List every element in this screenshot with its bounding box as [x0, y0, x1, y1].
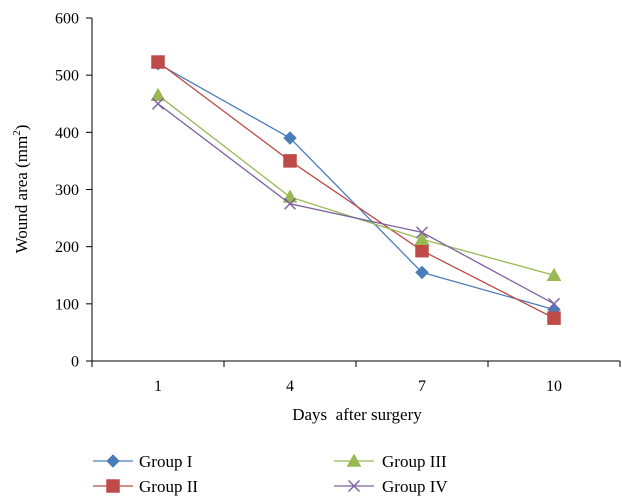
- legend-item: Group II: [93, 477, 198, 496]
- x-tick-label: 7: [418, 378, 426, 395]
- y-axis-ticks: 0 100 200 300 400 500 600: [55, 11, 92, 371]
- legend-item: Group IV: [334, 477, 448, 496]
- data-point: [283, 131, 297, 145]
- y-tick-label: 500: [55, 68, 79, 85]
- data-point: [546, 267, 562, 281]
- data-point: [548, 297, 560, 310]
- legend-label: Group II: [139, 477, 198, 496]
- y-tick-label: 200: [55, 239, 79, 256]
- data-point: [150, 87, 166, 101]
- x-axis-ticks: 1 4 7 10: [91, 361, 621, 395]
- legend-marker: [346, 453, 362, 467]
- legend-item: Group III: [334, 452, 447, 471]
- series-1: [151, 56, 561, 317]
- legend-marker: [106, 454, 120, 468]
- y-tick-label: 100: [55, 296, 79, 313]
- x-tick-label: 10: [546, 378, 562, 395]
- series-line: [157, 61, 555, 319]
- x-axis-label: Days after surgery: [292, 405, 422, 424]
- y-tick-label: 0: [71, 354, 79, 371]
- legend-marker: [106, 479, 120, 493]
- series-line: [157, 94, 555, 276]
- y-axis-label: Wound area (mm2): [11, 125, 31, 254]
- series-2: [151, 55, 561, 325]
- data-point: [151, 55, 165, 69]
- series-line: [157, 63, 555, 311]
- series-3: [150, 87, 562, 281]
- data-point: [414, 231, 430, 245]
- axes: [91, 18, 620, 362]
- legend-marker: [348, 480, 360, 492]
- data-point: [284, 197, 296, 210]
- series-line: [157, 103, 555, 305]
- legend-label: Group III: [382, 452, 447, 471]
- data-point: [415, 243, 429, 258]
- legend-label: Group IV: [382, 477, 448, 496]
- legend-label: Group I: [139, 452, 193, 471]
- data-point: [152, 97, 164, 110]
- y-tick-label: 400: [55, 125, 79, 142]
- data-point: [547, 311, 561, 325]
- y-tick-label: 600: [55, 11, 79, 28]
- series-layer: [150, 55, 562, 325]
- legend-item: Group I: [93, 452, 193, 471]
- y-tick-label: 300: [55, 182, 79, 199]
- data-point: [415, 265, 429, 280]
- data-point: [283, 154, 297, 168]
- series-4: [152, 97, 560, 310]
- x-tick-label: 1: [154, 378, 162, 395]
- x-tick-label: 4: [286, 378, 294, 395]
- legend: Group I Group II Group III Group IV: [93, 452, 448, 496]
- data-point: [416, 226, 428, 239]
